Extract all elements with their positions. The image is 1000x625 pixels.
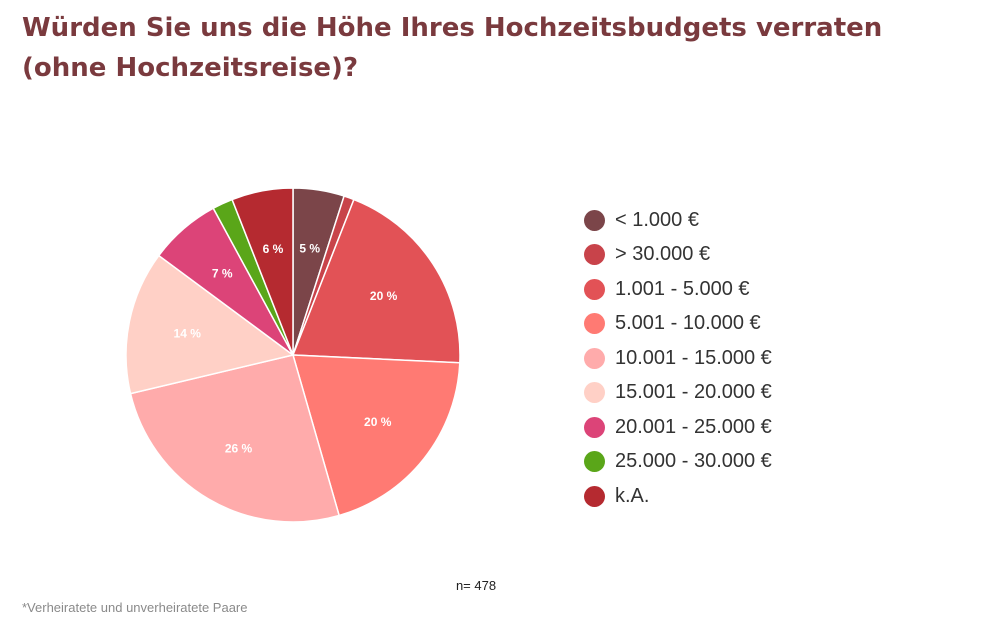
pie-slice-3 xyxy=(291,354,461,517)
legend-swatch-7 xyxy=(584,451,605,473)
legend-item-1: > 30.000 € xyxy=(584,238,772,273)
pie-slice-8 xyxy=(231,187,294,356)
pie-slice-label-5: 14 % xyxy=(174,326,202,340)
legend-swatch-2 xyxy=(584,278,605,300)
footnote: *Verheiratete und unverheiratete Paare xyxy=(22,600,248,615)
legend-item-0: < 1.000 € xyxy=(584,203,772,238)
legend-swatch-6 xyxy=(584,416,605,438)
legend-label-4: 10.001 - 15.000 € xyxy=(615,346,772,369)
pie-slice-2 xyxy=(291,198,461,364)
legend-swatch-0 xyxy=(584,209,605,231)
pie-slice-4 xyxy=(129,354,341,523)
pie-slice-label-4: 26 % xyxy=(225,441,253,455)
pie-slice-label-8: 6 % xyxy=(263,242,284,256)
legend-label-3: 5.001 - 10.000 € xyxy=(615,312,761,335)
legend-label-7: 25.000 - 30.000 € xyxy=(615,450,772,473)
legend-item-6: 20.001 - 25.000 € xyxy=(584,410,772,445)
legend-item-4: 10.001 - 15.000 € xyxy=(584,341,772,376)
chart-title: Würden Sie uns die Höhe Ihres Hochzeitsb… xyxy=(22,13,883,83)
legend-swatch-8 xyxy=(584,485,605,507)
pie-slice-5 xyxy=(125,254,295,395)
legend-label-5: 15.001 - 20.000 € xyxy=(615,381,772,404)
sample-size-label: n= 478 xyxy=(455,578,497,593)
legend-swatch-5 xyxy=(584,382,605,404)
legend-item-2: 1.001 - 5.000 € xyxy=(584,272,772,307)
pie-slice-label-2: 20 % xyxy=(370,289,398,303)
legend-label-2: 1.001 - 5.000 € xyxy=(615,277,750,300)
pie-slice-label-3: 20 % xyxy=(364,415,392,429)
legend-label-6: 20.001 - 25.000 € xyxy=(615,415,772,438)
legend-item-5: 15.001 - 20.000 € xyxy=(584,376,772,411)
legend-item-3: 5.001 - 10.000 € xyxy=(584,307,772,342)
chart-legend: < 1.000 € > 30.000 € 1.001 - 5.000 € 5.001 … xyxy=(584,203,772,514)
legend-label-8: k.A. xyxy=(615,484,650,507)
pie-slice-label-6: 7 % xyxy=(212,266,233,280)
legend-swatch-3 xyxy=(584,313,605,335)
legend-swatch-1 xyxy=(584,244,605,266)
legend-label-0: < 1.000 € xyxy=(615,208,699,231)
legend-item-8: k.A. xyxy=(584,479,772,514)
legend-swatch-4 xyxy=(584,347,605,369)
pie-slice-label-0: 5 % xyxy=(299,241,320,255)
legend-item-7: 25.000 - 30.000 € xyxy=(584,445,772,480)
legend-label-1: > 30.000 € xyxy=(615,243,711,266)
